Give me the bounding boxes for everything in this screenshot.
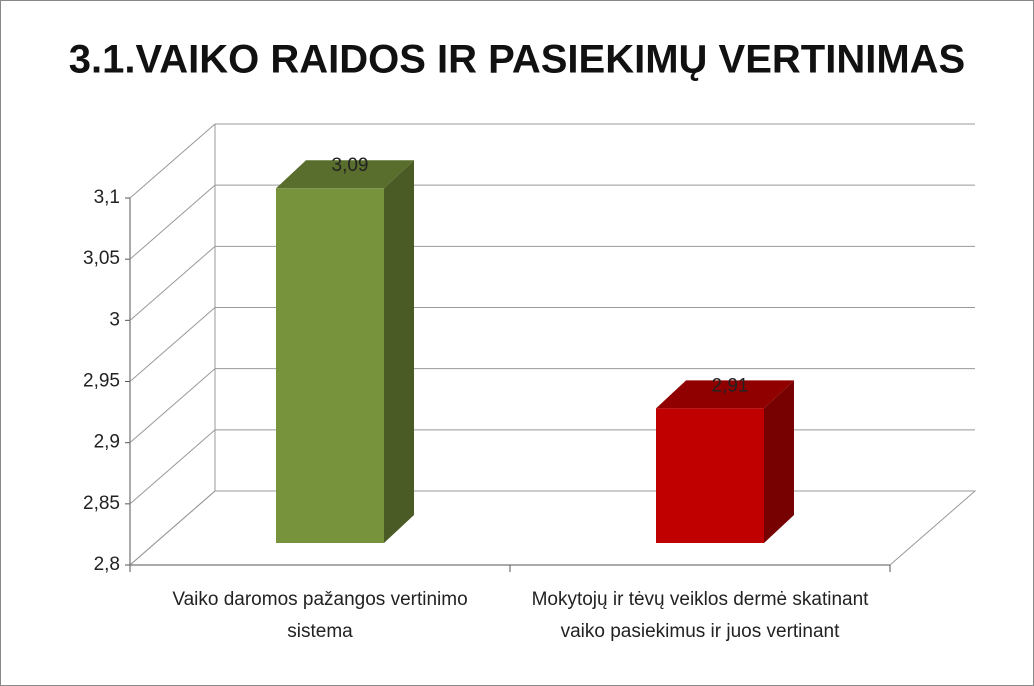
data-label: 2,91 [712,375,749,396]
y-tick-label: 2,9 [94,432,120,453]
bar [656,408,764,543]
grid-line [129,307,216,382]
bar-top [276,160,414,189]
grid-line [129,490,216,566]
chart-title: 3.1.VAIKO RAIDOS IR PASIEKIMŲ VERTINIMAS [69,38,965,82]
x-tick-label: Mokytojų ir tėvų veiklos dermė skatinant… [531,589,869,642]
y-tick-label: 3,1 [94,187,120,208]
y-tick-label: 3 [109,309,120,330]
y-tick-label: 2,85 [83,493,120,514]
grid-line [129,184,216,260]
grid-line [129,368,216,444]
grid-line [129,429,216,505]
bar-side [384,160,414,543]
bar-side [764,380,794,543]
x-tick-label: Vaiko daromos pažangos vertinimo sistema [172,589,468,642]
grid-line [129,123,216,199]
y-tick-label: 2,95 [83,371,120,392]
bar [276,188,384,543]
y-tick-label: 2,8 [94,554,120,575]
bar-top [656,380,794,409]
data-label: 3,09 [332,155,369,176]
grid-line [129,245,216,321]
y-tick-label: 3,05 [83,248,120,269]
